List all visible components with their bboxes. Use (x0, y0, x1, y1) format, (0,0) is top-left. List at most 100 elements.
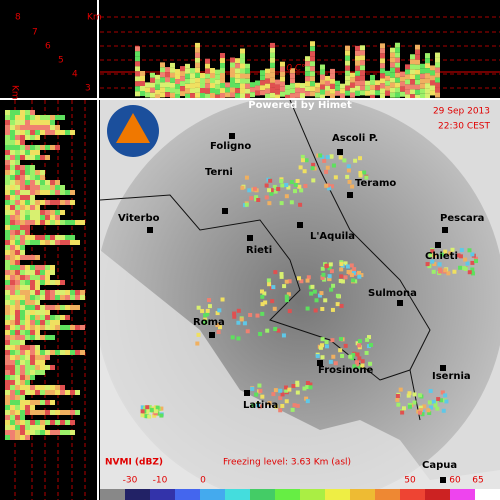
echo (35, 330, 40, 335)
rain-cell (400, 410, 405, 415)
echo (45, 265, 50, 270)
echo (180, 76, 185, 82)
rain-cell (432, 262, 437, 267)
echo (35, 190, 40, 195)
rain-cell (205, 312, 210, 317)
echo (30, 290, 35, 295)
echo (30, 365, 35, 370)
rain-cell (329, 269, 334, 274)
echo (230, 62, 235, 68)
echo (235, 93, 240, 99)
echo (240, 58, 245, 64)
city-marker (247, 235, 253, 241)
echo (270, 47, 275, 53)
echo (355, 70, 360, 76)
echo (15, 170, 20, 175)
logo (107, 105, 159, 157)
echo (5, 180, 10, 185)
echo (30, 405, 35, 410)
echo (15, 225, 20, 230)
echo (430, 70, 435, 76)
echo (10, 260, 15, 265)
echo (30, 295, 35, 300)
rain-cell (207, 298, 212, 303)
colorbar: -30 -10 0 50 60 65 (100, 476, 500, 500)
echo (50, 390, 55, 395)
echo (140, 91, 145, 97)
echo (390, 52, 395, 58)
echo (65, 200, 70, 205)
rain-cell (463, 266, 468, 271)
echo (30, 275, 35, 280)
echo (25, 330, 30, 335)
echo (170, 67, 175, 73)
echo (20, 415, 25, 420)
echo (15, 395, 20, 400)
rain-cell (260, 394, 265, 399)
echo (40, 235, 45, 240)
echo (35, 365, 40, 370)
echo (35, 270, 40, 275)
echo (350, 87, 355, 93)
rain-cell (323, 298, 328, 303)
rain-cell (273, 189, 278, 194)
echo (305, 91, 310, 97)
echo (70, 305, 75, 310)
rain-cell (459, 248, 464, 253)
echo (360, 75, 365, 81)
echo (305, 76, 310, 82)
echo (345, 85, 350, 91)
echo (5, 400, 10, 405)
echo (20, 380, 25, 385)
echo (30, 430, 35, 435)
echo (55, 220, 60, 225)
echo (185, 68, 190, 74)
echo (35, 305, 40, 310)
rain-cell (446, 271, 451, 276)
echo (170, 77, 175, 83)
rain-cell (147, 414, 152, 419)
echo (195, 47, 200, 53)
echo (60, 325, 65, 330)
city-label: Ascoli P. (332, 133, 378, 144)
echo (310, 86, 315, 92)
rain-cell (305, 399, 310, 404)
echo (20, 255, 25, 260)
echo (55, 200, 60, 205)
echo (150, 92, 155, 98)
echo (40, 200, 45, 205)
scale-label: -30 (123, 476, 138, 486)
echo (25, 285, 30, 290)
echo (15, 300, 20, 305)
height-label: 7 (32, 28, 38, 38)
echo (5, 165, 10, 170)
echo (345, 70, 350, 76)
echo (5, 360, 10, 365)
echo (15, 125, 20, 130)
echo (55, 385, 60, 390)
echo (135, 81, 140, 87)
echo (35, 180, 40, 185)
rain-cell (260, 289, 265, 294)
echo (195, 62, 200, 68)
echo (305, 86, 310, 92)
echo (5, 300, 10, 305)
rain-cell (437, 262, 442, 267)
echo (205, 68, 210, 74)
echo (435, 77, 440, 83)
echo (355, 80, 360, 86)
rain-cell (216, 330, 221, 335)
echo (335, 85, 340, 91)
height-label: 5 (58, 56, 64, 66)
echo (25, 345, 30, 350)
rain-cell (440, 390, 445, 395)
echo (10, 210, 15, 215)
echo (360, 65, 365, 71)
rain-cell (458, 265, 463, 270)
echo (20, 240, 25, 245)
echo (235, 58, 240, 64)
echo (5, 115, 10, 120)
echo (250, 87, 255, 93)
echo (20, 150, 25, 155)
echo (20, 350, 25, 355)
